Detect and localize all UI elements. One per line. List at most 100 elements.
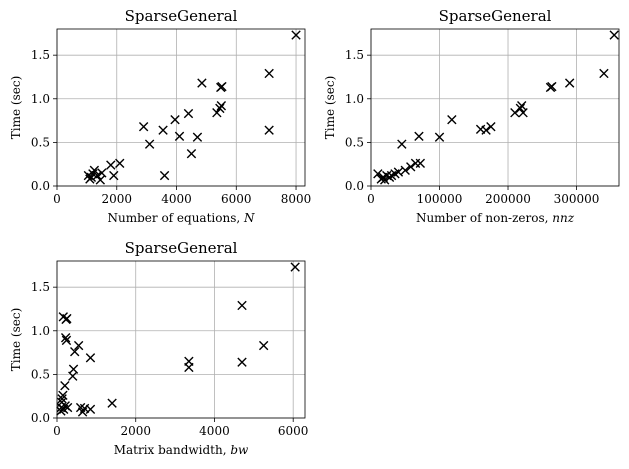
data-point	[61, 335, 72, 346]
data-point	[62, 402, 73, 413]
y-tick-label: 1.5	[345, 48, 364, 62]
data-point	[70, 347, 80, 357]
data-point	[57, 394, 67, 404]
data-point	[237, 300, 247, 311]
y-tick-label: 1.5	[31, 48, 50, 62]
data-point	[212, 108, 222, 118]
data-point	[95, 175, 106, 185]
data-point	[184, 362, 194, 373]
data-point	[186, 149, 197, 159]
y-tick-label: 0.5	[31, 367, 50, 381]
data-point	[138, 121, 149, 132]
data-point	[434, 132, 445, 142]
data-point	[107, 398, 117, 408]
data-point	[291, 30, 301, 40]
x-axis-label: Number of equations, N	[108, 211, 256, 225]
data-point	[393, 167, 404, 177]
data-point	[599, 68, 609, 79]
x-tick-label: 100000	[417, 192, 463, 206]
data-point	[85, 353, 96, 363]
y-tick-label: 0.0	[31, 179, 50, 193]
data-point	[264, 68, 274, 79]
y-tick-label: 1.5	[31, 280, 50, 294]
y-tick-label: 0.0	[345, 179, 364, 193]
data-point	[447, 115, 457, 125]
axes-frame	[56, 260, 306, 419]
data-point	[264, 125, 274, 135]
data-point	[237, 357, 247, 367]
x-tick-label: 8000	[281, 192, 312, 206]
data-point	[58, 390, 68, 401]
data-point	[547, 81, 557, 92]
subplot-1: 0 2000 4000 6000 8000 0.0 0.5 1.0 1.5 SparseGener…	[9, 7, 311, 225]
data-point	[609, 30, 619, 40]
x-tick-label: 2000	[101, 192, 132, 206]
data-point	[158, 125, 168, 135]
x-tick-label: 0	[53, 424, 61, 438]
data-point	[97, 168, 107, 178]
data-point	[60, 333, 71, 343]
data-point	[68, 364, 79, 374]
y-axis-label: Time (sec)	[323, 76, 337, 139]
x-tick-label: 0	[367, 192, 375, 206]
y-tick-label: 1.0	[31, 324, 50, 338]
data-point	[410, 158, 421, 169]
data-point	[397, 139, 407, 149]
data-point	[197, 78, 207, 88]
y-axis-label: Time (sec)	[9, 76, 23, 139]
x-tick-label: 0	[53, 192, 61, 206]
x-axis-label: Matrix bandwidth, bw	[114, 443, 249, 457]
data-point	[216, 101, 227, 111]
x-axis-label: Number of non-zeros, nnz	[416, 211, 575, 225]
data-point	[564, 78, 575, 88]
data-point	[62, 313, 72, 324]
data-point	[415, 158, 426, 169]
subplot-3: 0 2000 4000 6000 0.0 0.5 1.0 1.5 SparseGeneral Ma…	[9, 239, 308, 457]
x-tick-label: 2000	[120, 424, 151, 438]
y-tick-label: 1.0	[345, 92, 364, 106]
data-point	[109, 170, 119, 181]
data-point	[192, 132, 203, 142]
y-tick-label: 1.0	[31, 92, 50, 106]
y-tick-label: 0.5	[31, 135, 50, 149]
x-tick-label: 4000	[199, 424, 230, 438]
data-point	[481, 125, 491, 135]
data-point	[217, 81, 227, 92]
y-tick-label: 0.5	[345, 135, 364, 149]
x-tick-label: 4000	[161, 192, 192, 206]
data-point	[144, 139, 155, 149]
subplot-2: 0 100000 200000 300000 0.0 0.5 1.0 1.5 SparseGen…	[323, 7, 620, 225]
y-tick-label: 0.0	[31, 411, 50, 425]
subplot-title: SparseGeneral	[125, 239, 238, 257]
data-point	[258, 340, 269, 351]
data-point	[73, 340, 84, 351]
subplot-title: SparseGeneral	[439, 7, 552, 25]
x-tick-label: 200000	[485, 192, 531, 206]
data-point	[170, 115, 180, 125]
data-point	[115, 158, 125, 169]
data-point	[92, 170, 103, 181]
data-point	[414, 131, 424, 141]
data-point	[183, 108, 194, 119]
data-point	[159, 170, 170, 181]
data-point	[89, 165, 100, 175]
y-axis-label: Time (sec)	[9, 308, 23, 371]
data-point	[106, 160, 116, 170]
data-point	[174, 131, 185, 141]
axes-frame	[56, 28, 306, 187]
x-tick-label: 300000	[554, 192, 600, 206]
x-tick-label: 6000	[278, 424, 309, 438]
data-point	[215, 103, 225, 114]
data-point	[400, 165, 410, 175]
axes-frame	[370, 28, 620, 187]
data-point	[60, 381, 70, 391]
data-point	[85, 404, 96, 414]
x-tick-label: 6000	[221, 192, 252, 206]
data-point	[518, 108, 528, 118]
data-point	[486, 121, 496, 132]
data-point	[515, 103, 526, 114]
data-point	[406, 162, 416, 172]
subplot-title: SparseGeneral	[125, 7, 238, 25]
data-point	[290, 262, 300, 272]
